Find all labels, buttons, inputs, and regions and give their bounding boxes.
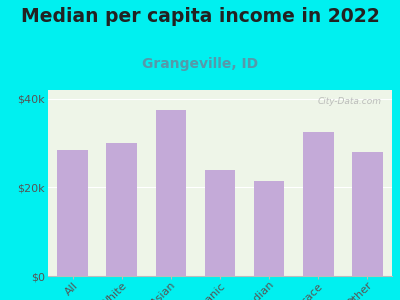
Bar xyxy=(156,110,186,276)
Text: Grangeville, ID: Grangeville, ID xyxy=(142,57,258,71)
Bar xyxy=(352,152,383,276)
Bar xyxy=(106,143,137,276)
Bar xyxy=(254,181,284,276)
Bar xyxy=(303,132,334,276)
Bar xyxy=(205,170,235,276)
Text: Median per capita income in 2022: Median per capita income in 2022 xyxy=(21,8,379,26)
Bar xyxy=(57,150,88,276)
Text: City-Data.com: City-Data.com xyxy=(318,98,382,106)
